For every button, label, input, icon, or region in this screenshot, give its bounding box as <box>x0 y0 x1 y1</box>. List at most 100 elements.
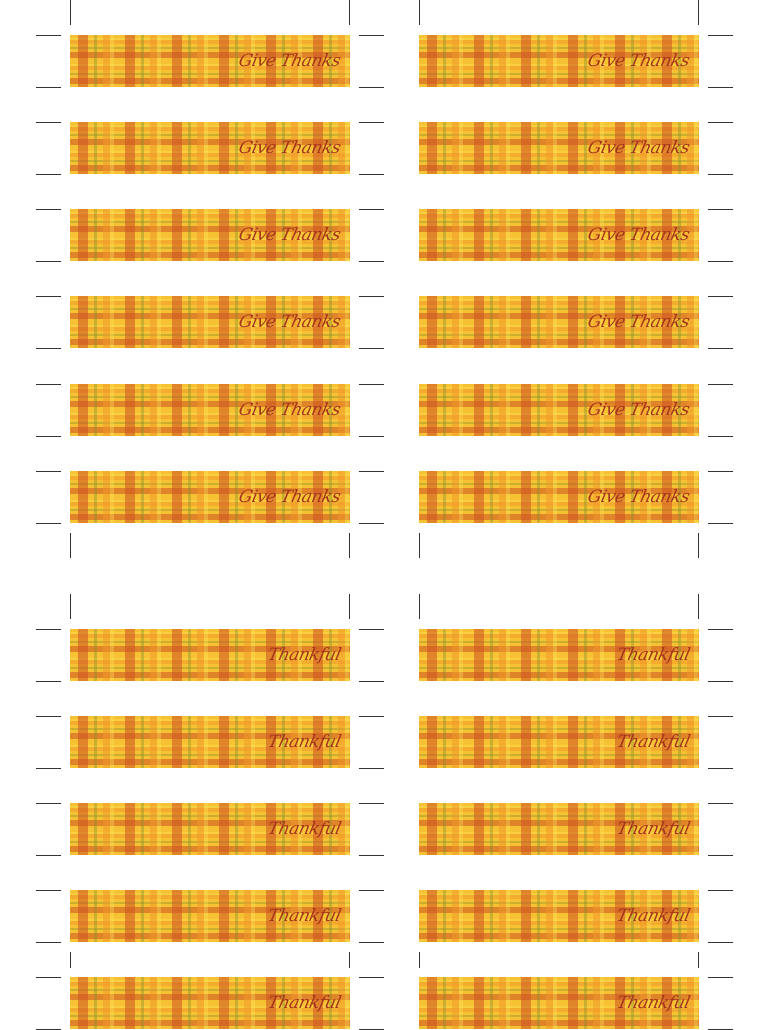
label-text: Give Thanks <box>236 312 343 332</box>
cut-mark <box>359 977 384 978</box>
cut-mark <box>36 384 61 385</box>
cut-mark <box>36 716 61 717</box>
cut-mark <box>70 952 71 968</box>
label-text: Give Thanks <box>236 51 343 71</box>
cut-mark <box>359 384 384 385</box>
plaid-label: Thankful <box>70 977 350 1029</box>
cut-mark <box>708 768 733 769</box>
cut-mark <box>359 942 384 943</box>
cut-mark <box>698 594 699 619</box>
cut-mark <box>70 0 71 25</box>
cut-mark <box>708 174 733 175</box>
plaid-label: Thankful <box>419 977 699 1029</box>
cut-mark <box>708 716 733 717</box>
plaid-label: Thankful <box>70 803 350 855</box>
cut-mark <box>359 803 384 804</box>
cut-mark <box>359 471 384 472</box>
label-text: Give Thanks <box>585 51 692 71</box>
cut-mark <box>708 855 733 856</box>
cut-mark <box>36 436 61 437</box>
cut-mark <box>359 629 384 630</box>
cut-mark <box>36 629 61 630</box>
cut-mark <box>708 122 733 123</box>
label-text: Thankful <box>265 645 343 665</box>
cut-mark <box>419 594 420 619</box>
cut-mark <box>359 209 384 210</box>
plaid-label: Thankful <box>70 890 350 942</box>
cut-mark <box>36 87 61 88</box>
cut-mark <box>708 209 733 210</box>
cut-mark <box>36 35 61 36</box>
cut-mark <box>708 87 733 88</box>
label-text: Thankful <box>614 993 692 1013</box>
cut-mark <box>708 681 733 682</box>
label-text: Give Thanks <box>236 400 343 420</box>
cut-mark <box>359 681 384 682</box>
label-text: Thankful <box>614 819 692 839</box>
cut-mark <box>36 471 61 472</box>
cut-mark <box>698 952 699 968</box>
plaid-label: Thankful <box>70 716 350 768</box>
plaid-label: Thankful <box>70 629 350 681</box>
label-text: Give Thanks <box>585 138 692 158</box>
label-text: Give Thanks <box>585 487 692 507</box>
cut-mark <box>708 384 733 385</box>
cut-mark <box>708 977 733 978</box>
plaid-label: Thankful <box>419 890 699 942</box>
cut-mark <box>708 35 733 36</box>
cut-mark <box>419 0 420 25</box>
label-text: Thankful <box>614 906 692 926</box>
label-text: Give Thanks <box>236 487 343 507</box>
label-text: Give Thanks <box>585 400 692 420</box>
cut-mark <box>708 523 733 524</box>
plaid-label: Give Thanks <box>419 122 699 174</box>
cut-mark <box>359 890 384 891</box>
plaid-label: Thankful <box>419 803 699 855</box>
cut-mark <box>359 855 384 856</box>
cut-mark <box>36 209 61 210</box>
plaid-label: Give Thanks <box>70 384 350 436</box>
cut-mark <box>708 261 733 262</box>
cut-mark <box>349 952 350 968</box>
cut-mark <box>698 0 699 25</box>
plaid-label: Give Thanks <box>70 296 350 348</box>
cut-mark <box>359 296 384 297</box>
cut-mark <box>359 87 384 88</box>
plaid-label: Give Thanks <box>419 209 699 261</box>
cut-mark <box>359 174 384 175</box>
cut-mark <box>36 768 61 769</box>
label-text: Thankful <box>265 819 343 839</box>
cut-mark <box>708 296 733 297</box>
cut-mark <box>36 855 61 856</box>
label-text: Give Thanks <box>585 225 692 245</box>
cut-mark <box>359 122 384 123</box>
cut-mark <box>36 296 61 297</box>
cut-mark <box>36 523 61 524</box>
label-text: Thankful <box>265 906 343 926</box>
cut-mark <box>708 890 733 891</box>
label-text: Give Thanks <box>236 225 343 245</box>
cut-mark <box>349 594 350 619</box>
cut-mark <box>419 533 420 558</box>
label-text: Thankful <box>265 732 343 752</box>
cut-mark <box>349 0 350 25</box>
plaid-label: Thankful <box>419 716 699 768</box>
cut-mark <box>359 716 384 717</box>
cut-mark <box>349 533 350 558</box>
label-text: Thankful <box>614 645 692 665</box>
plaid-label: Give Thanks <box>70 122 350 174</box>
plaid-label: Give Thanks <box>70 471 350 523</box>
cut-mark <box>708 436 733 437</box>
cut-mark <box>698 533 699 558</box>
cut-mark <box>708 629 733 630</box>
cut-mark <box>359 261 384 262</box>
cut-mark <box>36 942 61 943</box>
cut-mark <box>708 348 733 349</box>
plaid-label: Give Thanks <box>70 35 350 87</box>
cut-mark <box>36 261 61 262</box>
cut-mark <box>70 533 71 558</box>
cut-mark <box>419 952 420 968</box>
cut-mark <box>359 436 384 437</box>
plaid-label: Thankful <box>419 629 699 681</box>
